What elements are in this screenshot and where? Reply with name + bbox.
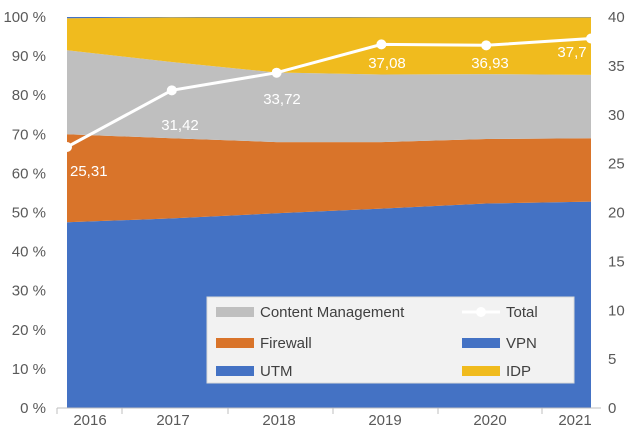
legend-label-total: Total [506, 304, 538, 321]
y-left-tick-label: 60 % [12, 165, 46, 182]
legend-label-vpn: VPN [506, 335, 537, 352]
legend-swatch-firewall [216, 338, 254, 348]
legend-swatch-content-management [216, 307, 254, 317]
total-point [166, 85, 177, 96]
legend-box [206, 296, 575, 384]
total-data-label: 31,42 [161, 117, 199, 134]
total-data-label: 37,08 [368, 55, 406, 72]
total-data-label: 37,7 [557, 44, 586, 61]
x-tick-label: 2019 [368, 412, 401, 429]
y-left-tick-label: 100 % [3, 9, 46, 26]
total-line [66, 37, 592, 149]
y-left-tick-label: 30 % [12, 283, 46, 300]
y-right-tick-label: 0 [608, 400, 616, 417]
y-right-tick-label: 10 [608, 302, 625, 319]
total-point [481, 40, 492, 51]
area-firewall [67, 134, 591, 223]
legend-label-idp: IDP [506, 363, 531, 380]
y-right-tick-label: 35 [608, 58, 625, 75]
axes: 0 % 10 % 20 % 30 % 40 % 50 % 60 % 70 % 80 % 90 % 1… [3, 9, 624, 429]
x-tick-label: 2018 [262, 412, 295, 429]
y-right-tick-label: 40 [608, 9, 625, 26]
x-tick-label: 2017 [156, 412, 189, 429]
y-left-tick-label: 0 % [20, 400, 46, 417]
legend-swatch-vpn [462, 338, 500, 348]
total-point [62, 142, 72, 153]
legend-swatch-idp [462, 366, 500, 376]
area-layers [67, 17, 591, 408]
y-left-tick-label: 10 % [12, 361, 46, 378]
legend-swatch-utm [216, 366, 254, 376]
y-right-tick-label: 20 [608, 205, 625, 222]
total-data-label: 25,31 [70, 163, 108, 180]
total-data-label: 33,72 [263, 91, 301, 108]
y-left-tick-label: 70 % [12, 126, 46, 143]
legend-label-content-management: Content Management [260, 304, 405, 321]
area-idp [67, 17, 591, 75]
x-tick-label: 2016 [73, 412, 106, 429]
y-right-tick-label: 30 [608, 107, 625, 124]
y-left-tick-label: 50 % [12, 205, 46, 222]
total-data-label: 36,93 [471, 55, 509, 72]
legend-marker-total [476, 307, 486, 317]
y-left-tick-label: 90 % [12, 48, 46, 65]
total-point [586, 33, 596, 44]
y-right-tick-label: 25 [608, 156, 625, 173]
y-right-tick-label: 15 [608, 253, 625, 270]
y-left-tick-label: 40 % [12, 244, 46, 261]
x-tick-label: 2020 [473, 412, 506, 429]
y-right-tick-label: 5 [608, 351, 616, 368]
legend-label-utm: UTM [260, 363, 293, 380]
area-vpn [67, 17, 591, 19]
legend-label-firewall: Firewall [260, 335, 312, 352]
x-tick-label: 2021 [558, 412, 591, 429]
area-content-management [67, 50, 591, 143]
total-line-layer: 25,31 31,42 33,72 37,08 36,93 37,7 [62, 33, 596, 180]
legend: Content Management Total Firewall VPN UTM IDP [206, 296, 575, 384]
y-left-tick-label: 20 % [12, 322, 46, 339]
total-point [271, 67, 282, 78]
y-left-tick-label: 80 % [12, 87, 46, 104]
total-point [376, 39, 387, 50]
